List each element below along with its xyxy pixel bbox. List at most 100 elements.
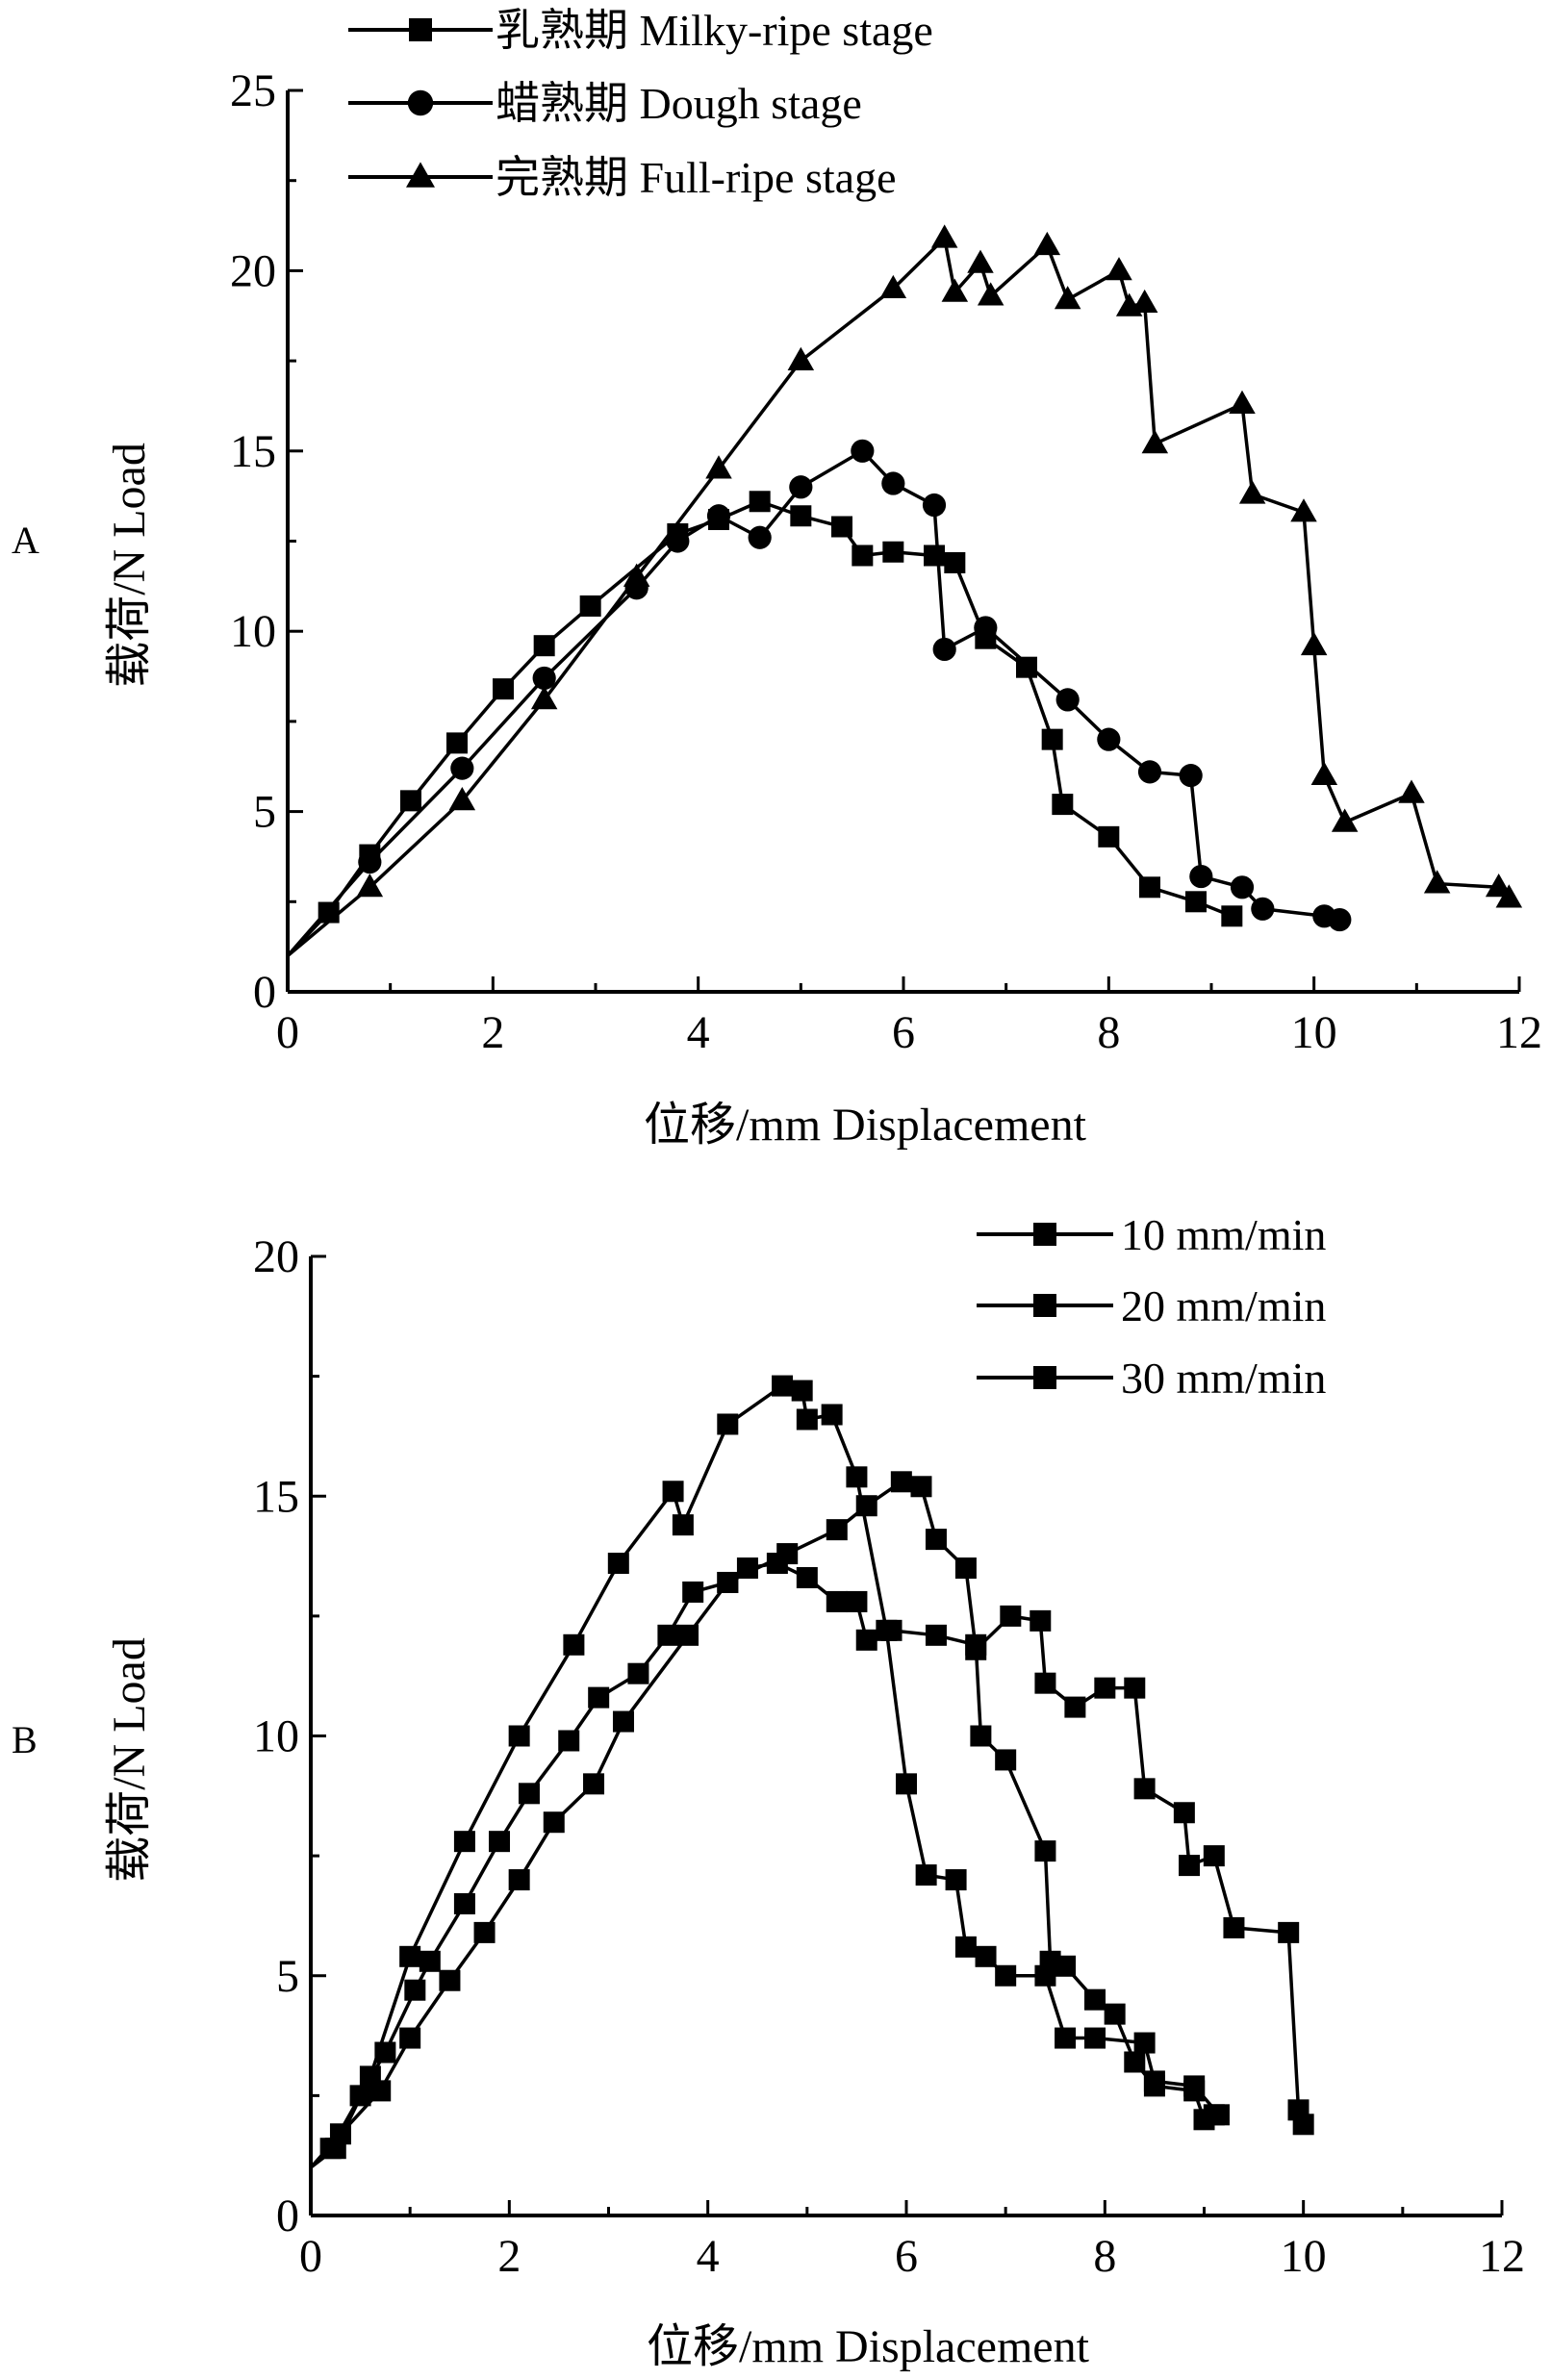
data-point-marker [1064, 1696, 1086, 1718]
data-point-marker [1124, 2051, 1146, 2073]
x-tick-label: 4 [697, 2231, 720, 2282]
series-line [286, 236, 1511, 957]
data-point-marker [1133, 1778, 1156, 1800]
data-point-marker [399, 1945, 421, 1967]
data-point-marker [1223, 1916, 1245, 1938]
data-point-marker [851, 439, 875, 463]
data-point-marker [563, 1633, 585, 1656]
data-point-marker [1054, 286, 1081, 310]
data-point-marker [910, 1476, 932, 1498]
data-point-marker [1104, 2003, 1126, 2025]
x-tick-label: 8 [1097, 1007, 1120, 1058]
data-point-marker [974, 616, 998, 640]
data-point-marker [749, 491, 771, 513]
legend-marker [1033, 1366, 1056, 1389]
legend-label: 10 mm/min [1121, 1210, 1326, 1259]
data-point-marker [1328, 907, 1352, 932]
data-point-marker [532, 666, 556, 691]
legend-marker [407, 89, 434, 116]
data-point-marker [1278, 1921, 1300, 1943]
data-point-marker [1251, 897, 1275, 921]
data-point-marker [1238, 480, 1266, 504]
data-point-marker [493, 678, 514, 700]
data-point-marker [706, 504, 731, 528]
y-tick-label: 25 [230, 65, 276, 116]
legend-label: 乳熟期 Milky-ripe stage [496, 6, 933, 55]
data-point-marker [796, 1566, 818, 1588]
data-point-marker [954, 1936, 977, 1958]
data-point-marker [1495, 884, 1523, 908]
data-point-marker [787, 346, 815, 370]
legend-entry: 乳熟期 Milky-ripe stage [348, 6, 933, 55]
data-point-marker [915, 1864, 937, 1886]
y-tick-label: 20 [253, 1231, 299, 1282]
data-point-marker [796, 1408, 818, 1431]
data-point-marker [791, 1380, 813, 1402]
panel-label: A [12, 519, 39, 562]
series-0 [309, 1553, 1225, 2169]
x-tick-label: 8 [1093, 2231, 1116, 2282]
data-point-marker [748, 525, 772, 549]
series-line [286, 449, 1340, 957]
data-point-marker [831, 516, 852, 538]
data-point-marker [1097, 727, 1121, 751]
data-point-marker [930, 224, 958, 248]
legend-marker [409, 18, 432, 41]
y-tick-label: 15 [253, 1471, 299, 1522]
data-point-marker [826, 1590, 848, 1612]
data-point-marker [588, 1686, 610, 1709]
data-point-marker [627, 1662, 649, 1684]
data-point-marker [369, 2080, 392, 2102]
data-point-marker [881, 471, 905, 495]
data-point-marker [1203, 1845, 1225, 1867]
data-point-marker [932, 637, 956, 662]
legend-marker [1033, 1294, 1056, 1317]
data-point-marker [583, 1773, 605, 1795]
series-1 [286, 439, 1352, 957]
data-point-marker [446, 732, 468, 754]
data-point-marker [717, 1571, 739, 1593]
y-tick-label: 15 [230, 426, 276, 477]
data-point-marker [789, 475, 813, 499]
data-point-marker [579, 595, 601, 617]
data-point-marker [1055, 688, 1080, 712]
data-point-marker [329, 2123, 351, 2145]
x-axis-label: 位移/mm Displacement [644, 1100, 1087, 1151]
data-point-marker [450, 756, 474, 780]
data-point-marker [400, 790, 421, 812]
data-point-marker [922, 493, 947, 518]
series-line [309, 1480, 1306, 2169]
legend-label: 完熟期 Full-ripe stage [496, 153, 897, 202]
data-point-marker [717, 1413, 739, 1435]
x-tick-label: 10 [1291, 1007, 1337, 1058]
series-0 [286, 491, 1243, 957]
data-point-marker [1179, 1855, 1201, 1877]
data-point-marker [1331, 808, 1359, 832]
chart-panel-A: A 0 2 4 6 8 10 12 0 5 10 15 20 25 位移/mm Displacement 载荷… [12, 6, 1542, 1151]
data-point-marker [965, 1638, 987, 1660]
data-point-marker [1229, 390, 1256, 414]
y-tick-label: 10 [253, 1711, 299, 1762]
data-point-marker [1084, 1988, 1106, 2011]
data-point-marker [970, 1725, 992, 1747]
data-point-marker [657, 1624, 679, 1646]
data-point-marker [1300, 631, 1328, 656]
x-tick-label: 0 [276, 1007, 299, 1058]
data-point-marker [821, 1404, 843, 1426]
data-point-marker [879, 274, 907, 299]
series-line [286, 499, 1233, 957]
data-point-marker [1230, 875, 1255, 899]
y-tick-label: 5 [253, 787, 276, 838]
y-tick-label: 10 [230, 606, 276, 657]
data-point-marker [404, 1979, 426, 2001]
x-tick-label: 12 [1496, 1007, 1542, 1058]
data-point-marker [1084, 2027, 1106, 2049]
legend-entry: 10 mm/min [977, 1210, 1326, 1259]
data-point-marker [1034, 1672, 1056, 1694]
legend-label: 蜡熟期 Dough stage [496, 79, 862, 128]
data-point-marker [356, 874, 384, 898]
data-point-marker [846, 1466, 868, 1488]
data-point-marker [1290, 498, 1317, 522]
data-point-marker [439, 1969, 461, 1991]
data-point-marker [1143, 2070, 1165, 2092]
